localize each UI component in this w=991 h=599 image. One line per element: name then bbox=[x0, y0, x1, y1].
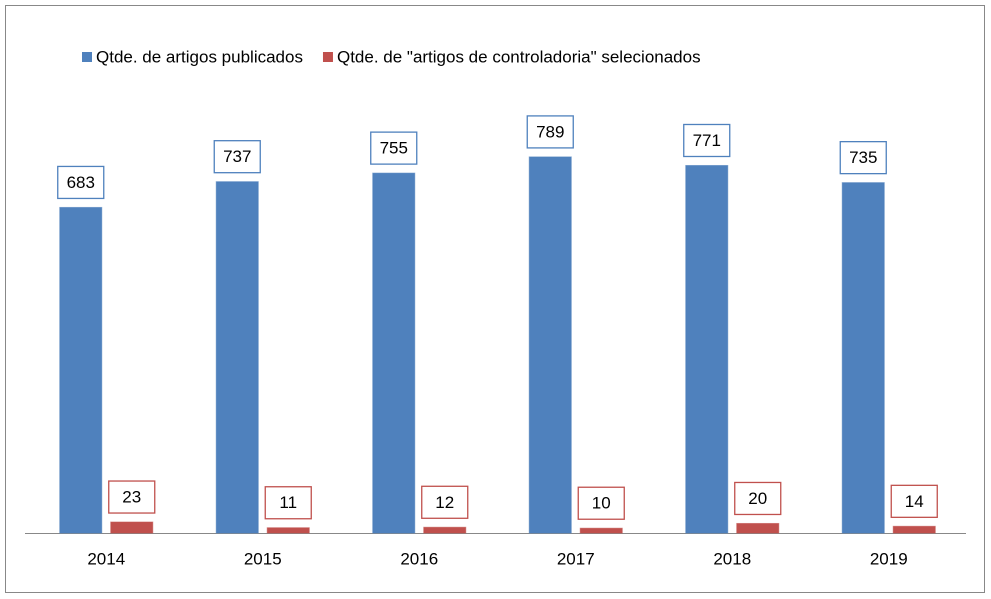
data-label-box bbox=[264, 486, 312, 520]
data-label-box bbox=[577, 486, 625, 520]
bar bbox=[579, 527, 623, 534]
legend-swatch bbox=[322, 52, 333, 62]
bar bbox=[59, 206, 103, 534]
data-label-box bbox=[421, 485, 469, 519]
data-label: 737 bbox=[223, 147, 251, 166]
data-label-box bbox=[108, 480, 156, 514]
bar bbox=[841, 182, 885, 534]
data-label: 11 bbox=[279, 493, 297, 512]
bar bbox=[892, 525, 936, 534]
bar bbox=[423, 526, 467, 534]
data-label: 771 bbox=[693, 131, 721, 150]
x-tick-label: 2014 bbox=[87, 549, 125, 568]
x-tick-label: 2016 bbox=[400, 549, 438, 568]
data-label-box bbox=[213, 140, 261, 174]
bar bbox=[372, 172, 416, 534]
bar bbox=[266, 527, 310, 534]
x-tick-label: 2018 bbox=[713, 549, 751, 568]
data-label: 735 bbox=[849, 148, 877, 167]
data-label-box bbox=[890, 484, 938, 518]
data-label: 683 bbox=[67, 173, 95, 192]
data-label: 12 bbox=[435, 493, 454, 512]
x-tick-label: 2017 bbox=[557, 549, 595, 568]
bar bbox=[528, 156, 572, 534]
legend-label: Qtde. de artigos publicados bbox=[96, 47, 303, 66]
data-label-box bbox=[839, 140, 887, 175]
data-label: 23 bbox=[122, 488, 141, 507]
x-tick-label: 2015 bbox=[244, 549, 282, 568]
data-label: 20 bbox=[748, 489, 767, 508]
bar bbox=[215, 181, 259, 534]
x-tick-label: 2019 bbox=[870, 549, 908, 568]
bar bbox=[736, 522, 780, 534]
bar bbox=[685, 164, 729, 534]
data-label: 789 bbox=[536, 122, 564, 141]
data-label: 14 bbox=[905, 492, 924, 511]
data-label-box bbox=[683, 123, 731, 158]
data-label: 755 bbox=[380, 139, 408, 158]
legend-swatch bbox=[82, 52, 92, 62]
bar bbox=[110, 521, 154, 534]
data-label-box bbox=[526, 115, 574, 149]
data-label: 10 bbox=[592, 494, 611, 513]
data-label-box bbox=[734, 481, 782, 516]
legend-label: Qtde. de "artigos de controladoria" sele… bbox=[337, 47, 701, 66]
data-label-box bbox=[57, 165, 105, 200]
data-label-box bbox=[370, 131, 418, 165]
chart-frame bbox=[5, 5, 985, 593]
